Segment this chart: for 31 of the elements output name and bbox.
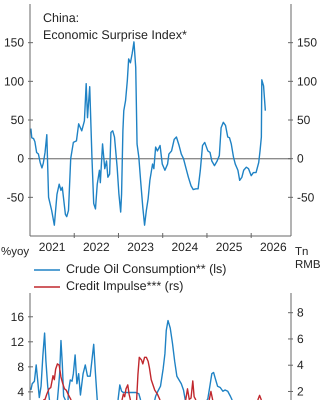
x-tick-label: 2023	[127, 240, 154, 254]
y-tick-label: 8	[17, 360, 24, 374]
legend-label: Crude Oil Consumption** (ls)	[66, 261, 226, 278]
y2-tick-label: 100	[297, 74, 318, 88]
x-tick-label: 2022	[83, 240, 110, 254]
y-tick-label: 16	[10, 310, 24, 324]
x-tick-label: 2026	[260, 240, 287, 254]
y2-tick-label: 2	[297, 384, 304, 398]
y-tick-label: -50	[6, 190, 24, 204]
text: China:	[43, 10, 80, 27]
y-tick-label: 12	[10, 334, 24, 349]
x-tick-label: 2021	[38, 240, 66, 254]
y2-tick-label: 4	[297, 358, 304, 372]
legend-label: Credit Impulse*** (rs)	[66, 278, 184, 295]
y-tick-label: 0	[17, 152, 24, 166]
y-axis-title: %yoy	[1, 246, 30, 259]
y2-tick-label: 150	[297, 36, 318, 50]
y2-tick-label: -50	[297, 190, 315, 204]
y-tick-label: 100	[4, 74, 24, 88]
x-tick-label: 2024	[171, 240, 198, 254]
x-tick-label: 2025	[216, 240, 243, 254]
y2-tick-label: 50	[297, 113, 311, 127]
line-series	[30, 41, 266, 226]
y-tick-label: 4	[17, 384, 24, 399]
y2-tick-label: 8	[297, 306, 304, 320]
y2-tick-label: 6	[297, 332, 304, 346]
y2-tick-label: 0	[297, 152, 304, 166]
y-tick-label: 150	[4, 36, 24, 50]
y2-axis-title: Tn RMB	[295, 246, 321, 272]
text: Economic Surprise Index*	[43, 27, 187, 44]
y-tick-label: 50	[10, 113, 24, 127]
